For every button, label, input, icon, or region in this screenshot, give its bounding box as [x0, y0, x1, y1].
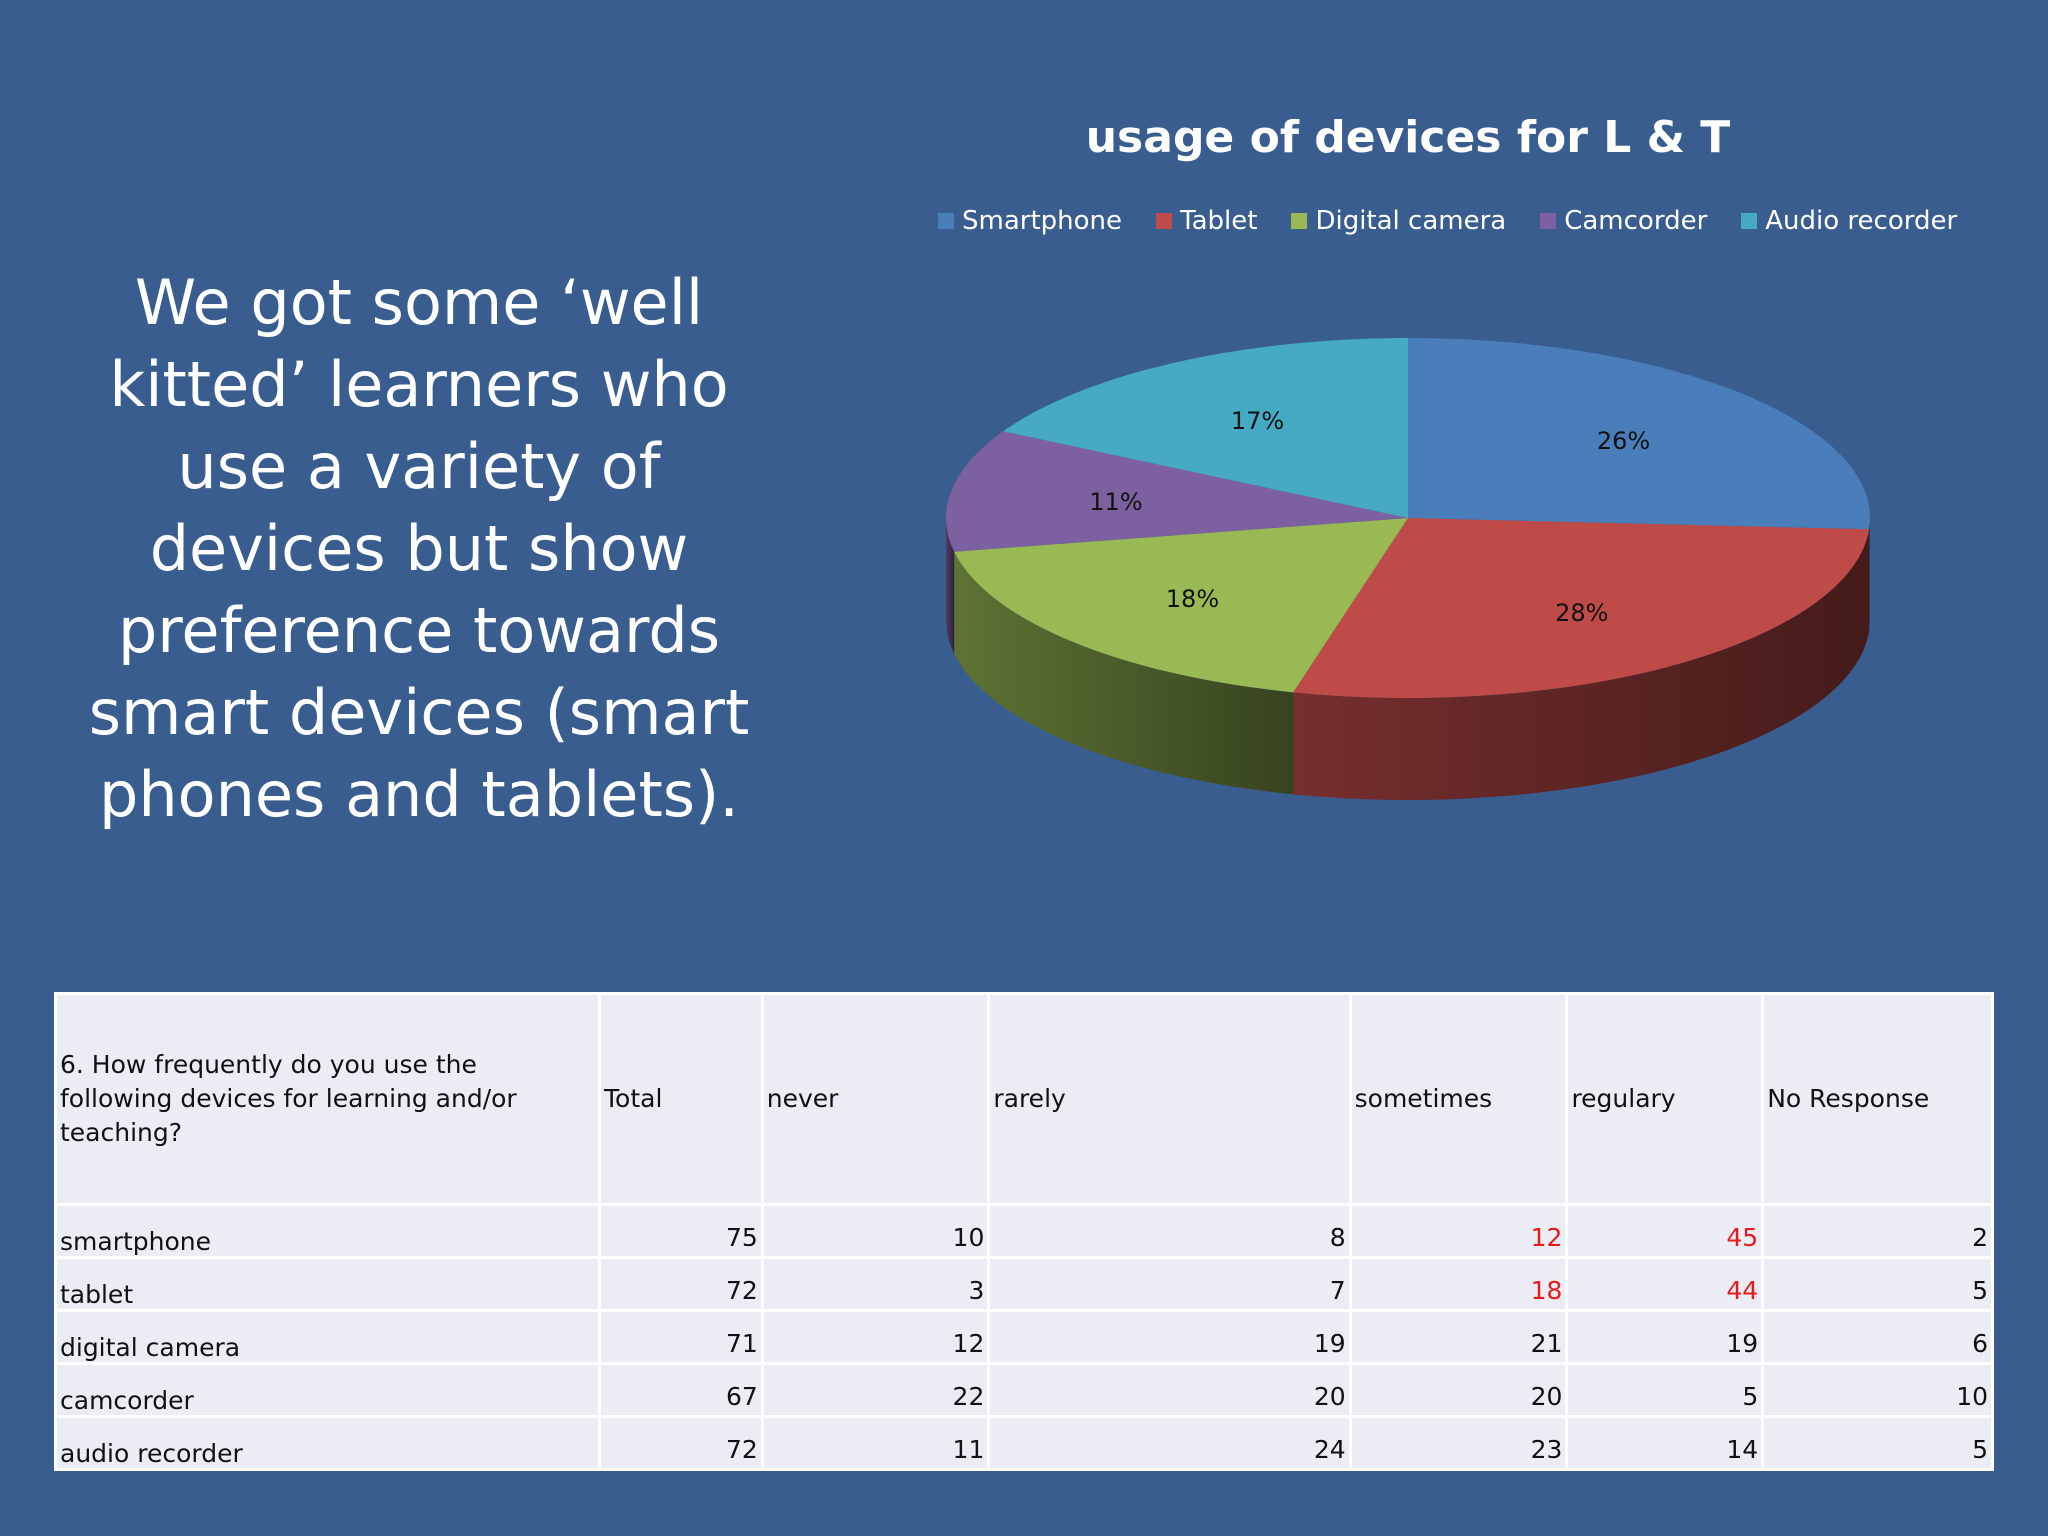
column-header-sometimes: sometimes: [1348, 992, 1569, 1206]
table-cell: 23: [1348, 1415, 1569, 1471]
table-cell: 24: [987, 1415, 1352, 1471]
table-row: camcorder 67 22 20 20 5 10: [54, 1362, 1994, 1418]
pie-slice-side: [1293, 529, 1870, 800]
table-question: 6. How frequently do you use the followi…: [54, 992, 601, 1206]
column-header-never: never: [760, 992, 991, 1206]
table-cell: 12: [1348, 1203, 1569, 1259]
legend-label: Digital camera: [1315, 206, 1507, 236]
table-cell: 3: [760, 1256, 991, 1312]
row-label: tablet: [54, 1256, 601, 1312]
legend-swatch: [938, 213, 954, 229]
table-cell: 22: [760, 1362, 991, 1418]
table-cell: 8: [987, 1203, 1352, 1259]
pie-slice: [954, 518, 1408, 693]
table-cell: 6: [1761, 1309, 1994, 1365]
row-label: smartphone: [54, 1203, 601, 1259]
slide-body-text: We got some ‘well kitted’ learners who u…: [88, 266, 750, 831]
table-cell: 5: [1761, 1415, 1994, 1471]
legend-item: Audio recorder: [1741, 206, 1957, 236]
table-cell: 10: [760, 1203, 991, 1259]
table-header-row: 6. How frequently do you use the followi…: [54, 992, 1994, 1206]
legend-label: Camcorder: [1564, 206, 1708, 236]
table-cell: 72: [598, 1415, 764, 1471]
table-cell: 72: [598, 1256, 764, 1312]
table-cell: 20: [1348, 1362, 1569, 1418]
column-header-regulary: regulary: [1565, 992, 1765, 1206]
table-cell: 75: [598, 1203, 764, 1259]
legend-swatch: [1156, 213, 1173, 229]
pie-slice: [1293, 518, 1870, 698]
table-row: digital camera 71 12 19 21 19 6: [54, 1309, 1994, 1365]
table-cell: 67: [598, 1362, 764, 1418]
table-cell: 10: [1761, 1362, 1994, 1418]
pie-slice-side: [1869, 518, 1870, 632]
pie-slice-side: [954, 551, 1294, 795]
table-cell: 11: [760, 1415, 991, 1471]
table-cell: 2: [1761, 1203, 1994, 1259]
legend-swatch: [1291, 213, 1308, 229]
table-cell: 71: [598, 1309, 764, 1365]
legend-label: Smartphone: [962, 206, 1123, 236]
table-row: smartphone 75 10 8 12 45 2: [54, 1203, 1994, 1259]
pie-slice: [1003, 338, 1408, 518]
legend-swatch: [1540, 213, 1557, 229]
legend-swatch: [1741, 213, 1758, 229]
table-cell: 14: [1565, 1415, 1765, 1471]
pie-data-label: 18%: [1166, 585, 1219, 613]
survey-table: 6. How frequently do you use the followi…: [54, 992, 1994, 1471]
table-row: audio recorder 72 11 24 23 14 5: [54, 1415, 1994, 1471]
table-cell: 20: [987, 1362, 1352, 1418]
column-header-no-response: No Response: [1761, 992, 1994, 1206]
table-cell: 7: [987, 1256, 1352, 1312]
pie-slice: [946, 431, 1408, 552]
column-header-rarely: rarely: [987, 992, 1352, 1206]
table-cell: 44: [1565, 1256, 1765, 1312]
legend-item: Digital camera: [1291, 206, 1506, 236]
table-cell: 5: [1761, 1256, 1994, 1312]
table-cell: 45: [1565, 1203, 1765, 1259]
row-label: camcorder: [54, 1362, 601, 1418]
table-cell: 12: [760, 1309, 991, 1365]
column-header-total: Total: [598, 992, 764, 1206]
legend-label: Tablet: [1180, 206, 1258, 236]
pie-data-label: 28%: [1555, 599, 1608, 627]
legend-item: Tablet: [1156, 206, 1257, 236]
table-row: tablet 72 3 7 18 44 5: [54, 1256, 1994, 1312]
table-cell: 19: [987, 1309, 1352, 1365]
legend-item: Camcorder: [1540, 206, 1707, 236]
table-cell: 5: [1565, 1362, 1765, 1418]
legend-item: Smartphone: [938, 206, 1122, 236]
pie-chart: 26% 28% 18% 11% 17%: [946, 338, 1870, 800]
chart-legend: Smartphone Tablet Digital camera Camcorder A…: [938, 202, 1957, 240]
pie-slice: [1408, 338, 1870, 530]
pie-slice-side: [946, 518, 955, 654]
chart-title: usage of devices for L & T: [1085, 112, 1731, 163]
pie-data-label: 26%: [1597, 427, 1650, 455]
pie-data-label: 11%: [1089, 488, 1142, 516]
table-cell: 21: [1348, 1309, 1569, 1365]
row-label: digital camera: [54, 1309, 601, 1365]
table-cell: 18: [1348, 1256, 1569, 1312]
legend-label: Audio recorder: [1765, 206, 1958, 236]
pie-data-label: 17%: [1231, 407, 1284, 435]
row-label: audio recorder: [54, 1415, 601, 1471]
table-cell: 19: [1565, 1309, 1765, 1365]
